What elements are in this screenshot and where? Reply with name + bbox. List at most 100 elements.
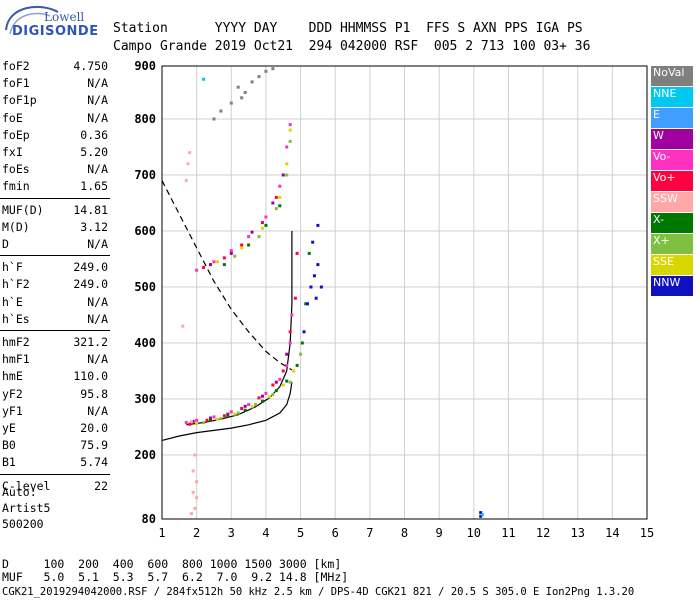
data-point <box>189 512 193 516</box>
param-key: hmF1 <box>2 352 30 367</box>
param-row: yF2 95.8 <box>2 386 108 403</box>
data-point <box>299 352 303 356</box>
x-tick-label: 13 <box>570 526 584 540</box>
data-point <box>209 263 212 267</box>
param-value: 321.2 <box>73 335 108 349</box>
param-row: foEp 0.36 <box>2 127 108 144</box>
param-row: B0 75.9 <box>2 437 108 454</box>
legend-item: NoVal <box>651 66 693 86</box>
data-point <box>202 421 206 425</box>
data-point <box>195 480 199 484</box>
param-separator <box>0 197 110 199</box>
data-point <box>250 405 254 409</box>
data-point <box>271 393 275 397</box>
data-point <box>312 274 316 278</box>
data-point <box>278 377 282 381</box>
data-point <box>285 379 289 383</box>
data-point <box>292 369 296 373</box>
param-value: N/A <box>87 93 108 108</box>
data-point <box>229 251 233 255</box>
data-point <box>240 243 244 247</box>
data-point <box>193 506 197 510</box>
data-point <box>278 195 282 199</box>
param-row: hmF2 321.2 <box>2 334 108 351</box>
param-row: foEs N/A <box>2 161 108 178</box>
data-point <box>274 195 278 199</box>
param-row: h`E N/A <box>2 294 108 311</box>
data-point <box>264 215 268 219</box>
y-tick-label: 900 <box>134 59 156 73</box>
param-key: B1 <box>2 455 16 470</box>
data-point <box>257 235 261 239</box>
data-point <box>195 268 199 272</box>
data-point <box>189 419 193 423</box>
data-point <box>295 251 299 255</box>
param-row: h`Es N/A <box>2 311 108 328</box>
data-point <box>260 399 264 403</box>
data-point <box>257 75 261 79</box>
data-point <box>191 469 195 473</box>
data-point <box>226 412 230 416</box>
param-value: N/A <box>87 352 108 367</box>
param-key: M(D) <box>2 219 30 234</box>
y-tick-label: 600 <box>134 224 156 238</box>
data-point <box>222 263 226 267</box>
x-tick-label: 2 <box>193 526 200 540</box>
param-value: 20.0 <box>80 421 108 435</box>
data-point <box>306 302 309 306</box>
param-row: foF1 N/A <box>2 75 108 92</box>
plot-frame <box>161 65 648 520</box>
data-point <box>215 260 219 264</box>
param-value: 4.750 <box>73 59 108 73</box>
data-point <box>274 389 278 393</box>
data-point <box>285 145 289 149</box>
data-point <box>278 184 282 188</box>
data-point <box>271 201 275 205</box>
legend-item: X+ <box>651 234 693 254</box>
data-point <box>302 330 306 334</box>
logo-digisonde: DIGISONDE <box>12 24 99 39</box>
param-separator <box>0 255 110 257</box>
y-tick-label: 400 <box>134 336 156 350</box>
x-tick-label: 11 <box>501 526 515 540</box>
param-key: foF1 <box>2 76 30 91</box>
data-point <box>212 415 216 419</box>
param-row: hmE 110.0 <box>2 368 108 385</box>
param-row: yE 20.0 <box>2 420 108 437</box>
data-point <box>285 352 289 356</box>
x-tick-label: 12 <box>536 526 550 540</box>
ionogram-plot: 1 2 3 4 5 6 7 8 9 10 11 12 13 14 158020030040050060070… <box>134 59 654 540</box>
data-point <box>278 204 282 208</box>
param-row: foF2 4.750 <box>2 58 108 75</box>
param-key: foF1p <box>2 93 37 108</box>
x-tick-label: 6 <box>332 526 339 540</box>
param-value: 14.81 <box>73 202 108 217</box>
x-tick-label: 8 <box>401 526 408 540</box>
data-point <box>212 260 216 264</box>
data-point <box>184 179 188 183</box>
legend-item: X- <box>651 213 693 233</box>
x-tick-label: 14 <box>605 526 619 540</box>
data-point <box>188 422 192 426</box>
distance-row: D 100 200 400 600 800 1000 1500 3000 [km… <box>2 557 342 571</box>
param-row: fxI 5.20 <box>2 144 108 161</box>
data-point <box>236 411 240 415</box>
data-point <box>240 407 244 411</box>
param-value: 3.12 <box>80 219 108 234</box>
data-point <box>288 139 292 143</box>
auto-label: Auto: <box>2 485 37 499</box>
param-key: yE <box>2 421 16 435</box>
data-point <box>288 341 292 345</box>
data-point <box>309 285 313 289</box>
data-point <box>184 421 188 425</box>
data-point <box>311 240 315 244</box>
data-point <box>209 416 212 420</box>
data-point <box>274 207 278 211</box>
data-point <box>260 221 264 225</box>
data-point <box>191 419 195 423</box>
param-key: foE <box>2 110 23 125</box>
param-row: C-level 22 <box>2 478 108 495</box>
data-point <box>229 410 233 414</box>
legend-item: SSE <box>651 255 693 275</box>
data-point <box>247 235 251 239</box>
